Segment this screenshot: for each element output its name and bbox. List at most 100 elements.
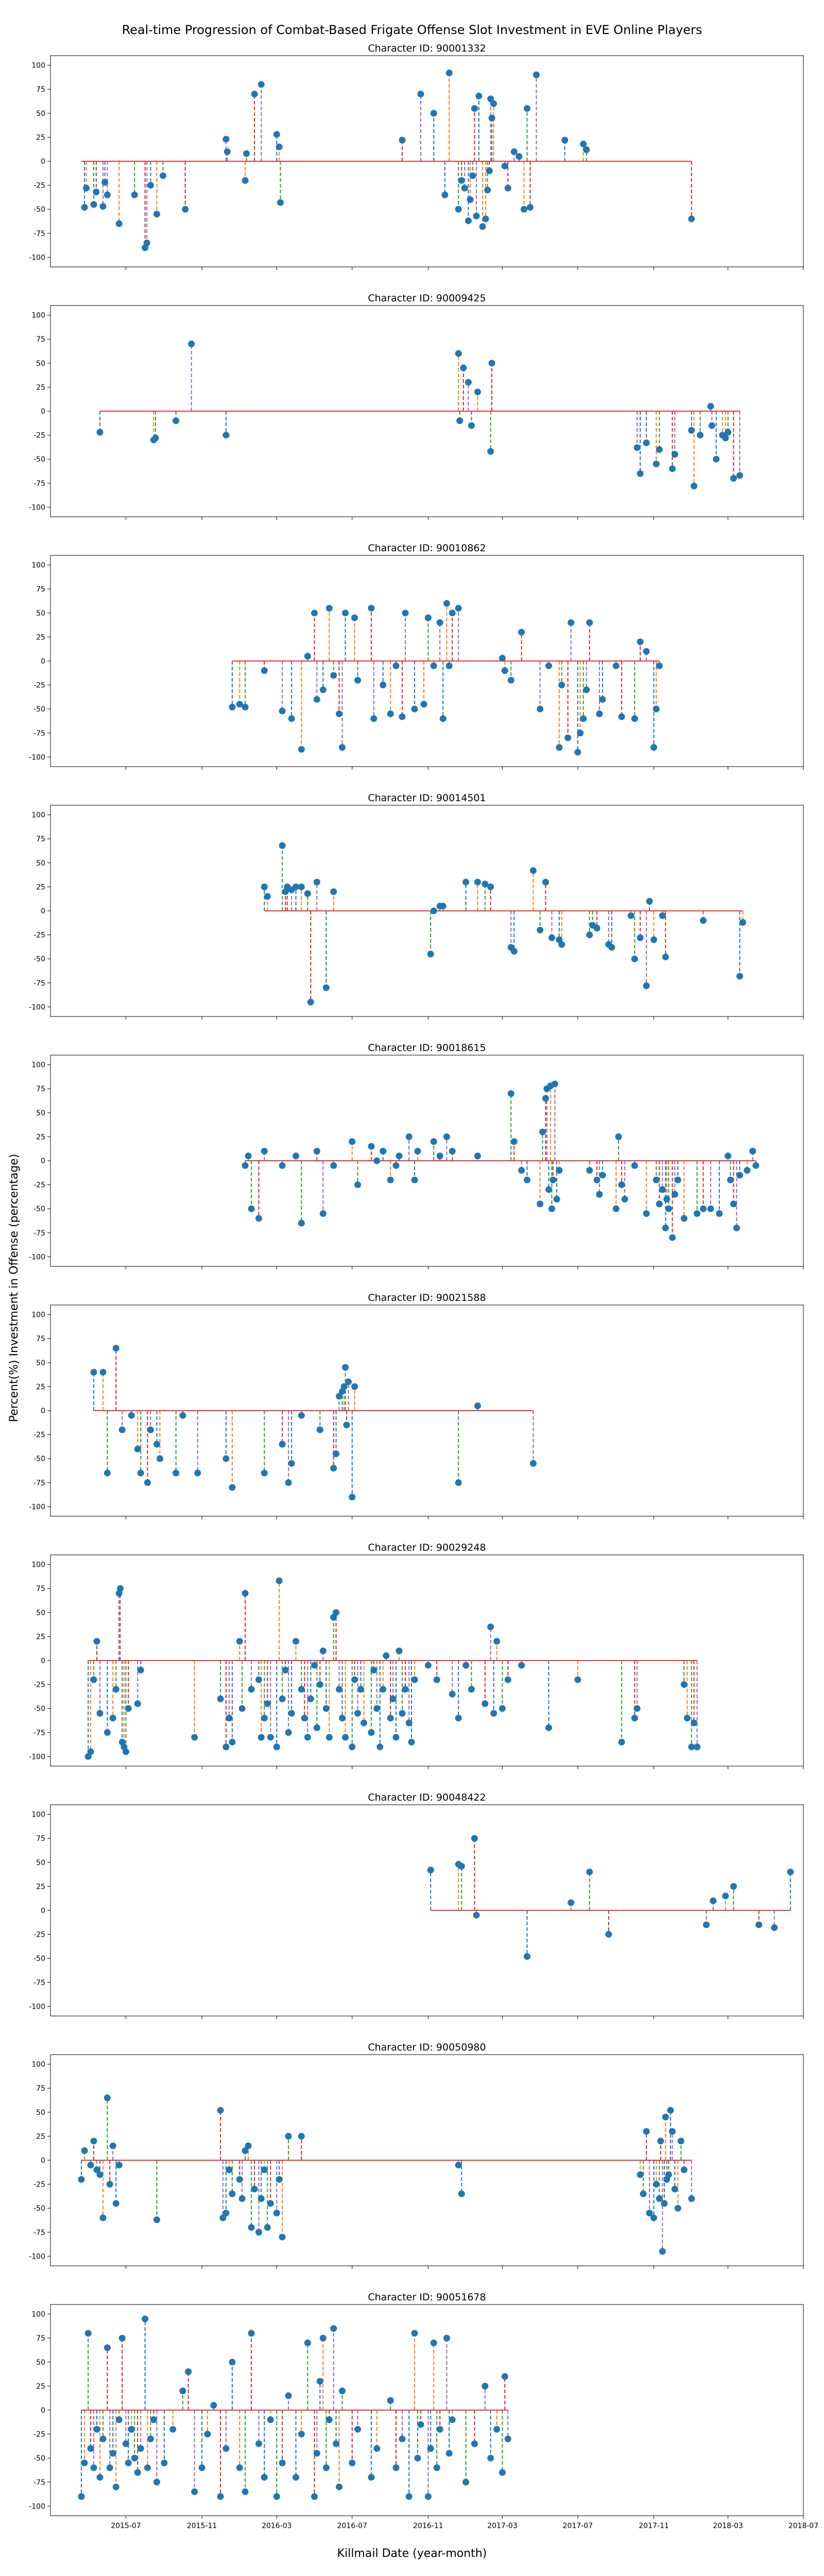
subplot-title: Character ID: 90048422 (368, 1792, 486, 1803)
stem-marker (307, 998, 314, 1006)
stem-marker (411, 2330, 418, 2337)
stem-marker (402, 609, 409, 617)
stem-marker (529, 1460, 537, 1467)
stem-marker (445, 70, 453, 77)
stem-marker (461, 184, 468, 192)
subplot: Character ID: 90009425 -100 -75 -50 -25 0 25 50… (29, 293, 804, 520)
stem-marker (455, 350, 462, 357)
stem-marker (568, 1899, 575, 1906)
stem-marker (637, 934, 644, 941)
x-tick-label: 2016-03 (262, 2522, 292, 2530)
stem-marker (293, 2473, 300, 2481)
stem-marker (680, 2166, 688, 2174)
stem-marker (493, 1638, 501, 1645)
stem-marker (730, 1200, 737, 1208)
stem-marker (427, 951, 434, 958)
stem-marker (304, 890, 311, 897)
stem-marker (411, 705, 418, 713)
stem-marker (691, 482, 698, 489)
stem-marker (258, 2195, 265, 2202)
stem-marker (333, 2440, 340, 2447)
stem-marker (487, 95, 494, 103)
stem-marker (96, 2473, 104, 2481)
stem-marker (156, 1455, 163, 1462)
stem-marker (583, 686, 590, 693)
stem-marker (537, 1200, 544, 1208)
stem-marker (553, 1196, 560, 1203)
stem-marker (596, 1191, 603, 1198)
stem-marker (700, 1205, 707, 1212)
stem-marker (298, 2132, 305, 2140)
subplot: Character ID: 90014501 -100 -75 -50 -25 0 25 50… (29, 792, 804, 1020)
stem-marker (81, 204, 88, 211)
stem-marker (537, 705, 544, 713)
y-tick-label: 100 (31, 811, 45, 820)
stem-marker (81, 2460, 88, 2466)
stem-marker (279, 707, 286, 715)
stem-marker (349, 2460, 356, 2466)
y-tick-label: -75 (33, 730, 45, 738)
stem-marker (430, 2340, 437, 2347)
stem-marker (650, 936, 658, 943)
stem-marker (550, 1176, 557, 1183)
stem-marker (330, 1465, 337, 1472)
stem-marker (542, 878, 549, 886)
stem-marker (267, 1734, 274, 1741)
stem-marker (131, 191, 138, 198)
y-tick-label: 100 (31, 312, 45, 320)
y-tick-label: 75 (36, 585, 45, 594)
stem-marker (621, 1196, 628, 1203)
stem-marker (665, 2171, 672, 2178)
y-tick-label: -50 (33, 2454, 45, 2463)
stem-marker (523, 1176, 530, 1183)
stem-marker (313, 696, 320, 703)
stem-marker (104, 2344, 111, 2351)
stem-marker (537, 926, 544, 934)
stem-marker (473, 1911, 480, 1919)
stem-marker (487, 2454, 494, 2462)
y-tick-label: 0 (41, 2406, 45, 2415)
stem-marker (285, 1479, 292, 1486)
stem-marker (161, 2460, 168, 2466)
stem-marker (106, 2464, 113, 2471)
y-tick-label: 75 (36, 1835, 45, 1843)
stem-marker (147, 2435, 154, 2443)
stem-marker (474, 388, 481, 396)
stem-marker (653, 2181, 660, 2188)
stem-marker (370, 715, 377, 722)
stem-marker (99, 203, 107, 210)
subplot-title: Character ID: 90009425 (368, 293, 486, 304)
stem-marker (118, 1426, 126, 1433)
stem-marker (558, 682, 565, 689)
y-tick-label: -50 (33, 1955, 45, 1963)
stem-marker (583, 146, 590, 154)
stem-marker (276, 143, 283, 150)
stem-marker (430, 1138, 437, 1145)
stem-marker (487, 883, 494, 890)
stem-marker (662, 2113, 669, 2121)
stem-marker (392, 662, 400, 669)
stem-marker (179, 2387, 186, 2395)
y-tick-label: 75 (36, 86, 45, 94)
y-tick-label: 50 (36, 360, 45, 368)
stem-marker (81, 2147, 88, 2154)
y-tick-label: 0 (41, 1907, 45, 1915)
stem-marker (293, 883, 300, 890)
stem-marker (336, 1686, 343, 1693)
stem-marker (298, 1412, 305, 1419)
subplot: Character ID: 90001332 -100 -75 -50 -25 0 25 50… (29, 43, 804, 270)
subplot-frame (50, 1304, 804, 1517)
stem-marker (618, 1738, 625, 1745)
stem-marker (351, 1676, 358, 1683)
stem-marker (577, 730, 584, 737)
stem-marker (304, 2340, 311, 2347)
stem-marker (137, 1469, 144, 1477)
stem-marker (279, 2460, 286, 2466)
stem-marker (663, 1196, 671, 1203)
stem-marker (144, 2464, 151, 2471)
stem-marker (134, 1446, 141, 1453)
stem-marker (433, 1676, 440, 1683)
stem-marker (258, 81, 265, 88)
stem-marker (104, 1469, 111, 1477)
